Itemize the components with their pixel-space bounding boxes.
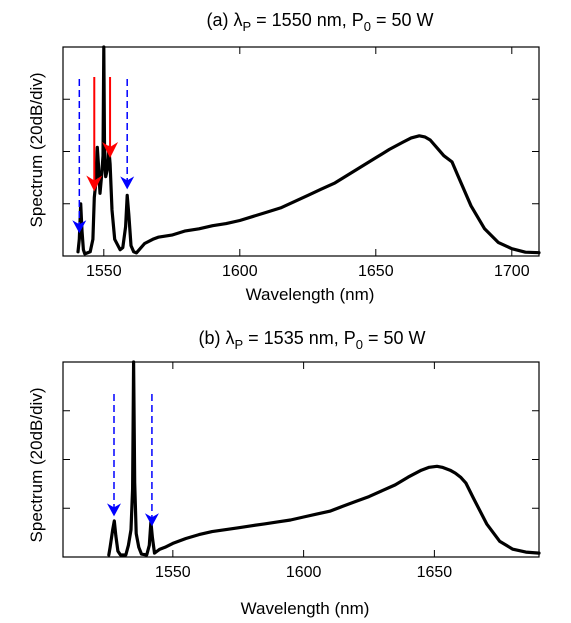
panel-b-xtick-label: 1650	[417, 564, 453, 581]
panel-b: (b) λP = 1535 nm, P0 = 50 W 1550 1600 1650…	[27, 328, 541, 618]
panel-a-series-line	[76, 45, 541, 256]
panel-b-ylabel: Spectrum (20dB/div)	[27, 388, 46, 543]
panel-b-xlabel: Wavelength (nm)	[241, 599, 370, 618]
panel-b-arrow-blue	[144, 394, 159, 527]
panel-b-plot: 1550 1600 1650	[62, 360, 541, 581]
panel-a-arrow-red	[86, 77, 103, 192]
panel-a-ylabel: Spectrum (20dB/div)	[27, 73, 46, 228]
panel-a-frame	[62, 46, 540, 257]
panel-a-arrow-blue	[72, 79, 87, 234]
panel-b-arrow-blue	[107, 394, 121, 517]
panel-a-arrow-red	[102, 77, 119, 159]
panel-b-series-line	[107, 360, 541, 557]
panel-a-xtick-label: 1600	[222, 263, 258, 280]
panel-a-title: (a) λP = 1550 nm, P0 = 50 W	[206, 10, 433, 34]
panel-a: (a) λP = 1550 nm, P0 = 50 W 1550 1600 1650…	[27, 10, 541, 304]
panel-a-xtick-label: 1550	[86, 263, 122, 280]
panel-a-xtick-label: 1650	[358, 263, 394, 280]
panel-a-xlabel: Wavelength (nm)	[246, 285, 375, 304]
panel-a-plot: 1550 1600 1650 1700	[62, 45, 541, 280]
panel-a-arrow-blue	[120, 79, 135, 190]
panel-a-xtick-label: 1700	[494, 263, 530, 280]
panel-b-title: (b) λP = 1535 nm, P0 = 50 W	[198, 328, 425, 352]
panel-b-xtick-label: 1550	[155, 564, 191, 581]
panel-b-xtick-label: 1600	[286, 564, 322, 581]
